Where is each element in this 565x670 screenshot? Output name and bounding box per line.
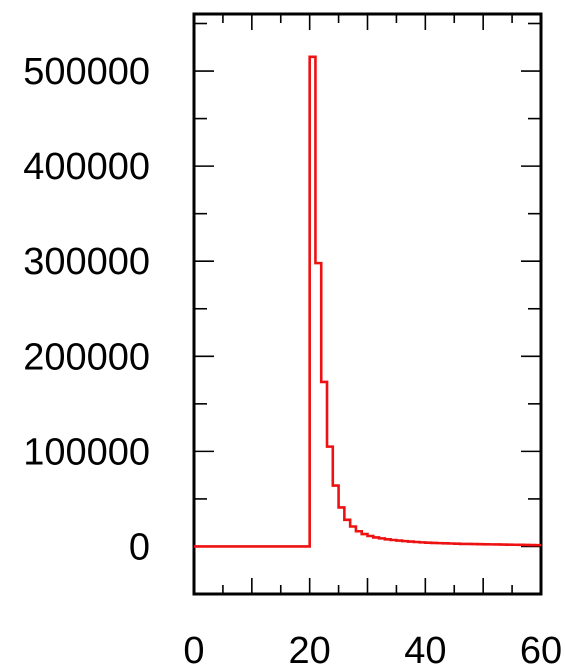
x-tick-label: 40: [404, 630, 446, 670]
x-tick-label: 20: [289, 630, 331, 670]
y-tick-label: 500000: [23, 51, 150, 93]
y-tick-label: 100000: [23, 431, 150, 473]
x-tick-label: 60: [520, 630, 562, 670]
y-tick-label: 200000: [23, 336, 150, 378]
plot-frame: [192, 12, 543, 596]
series-line: [194, 55, 541, 548]
y-tick-label: 400000: [23, 146, 150, 188]
y-tick-label: 0: [129, 526, 150, 568]
y-tick-label: 300000: [23, 241, 150, 283]
x-tick-label: 0: [183, 630, 204, 670]
